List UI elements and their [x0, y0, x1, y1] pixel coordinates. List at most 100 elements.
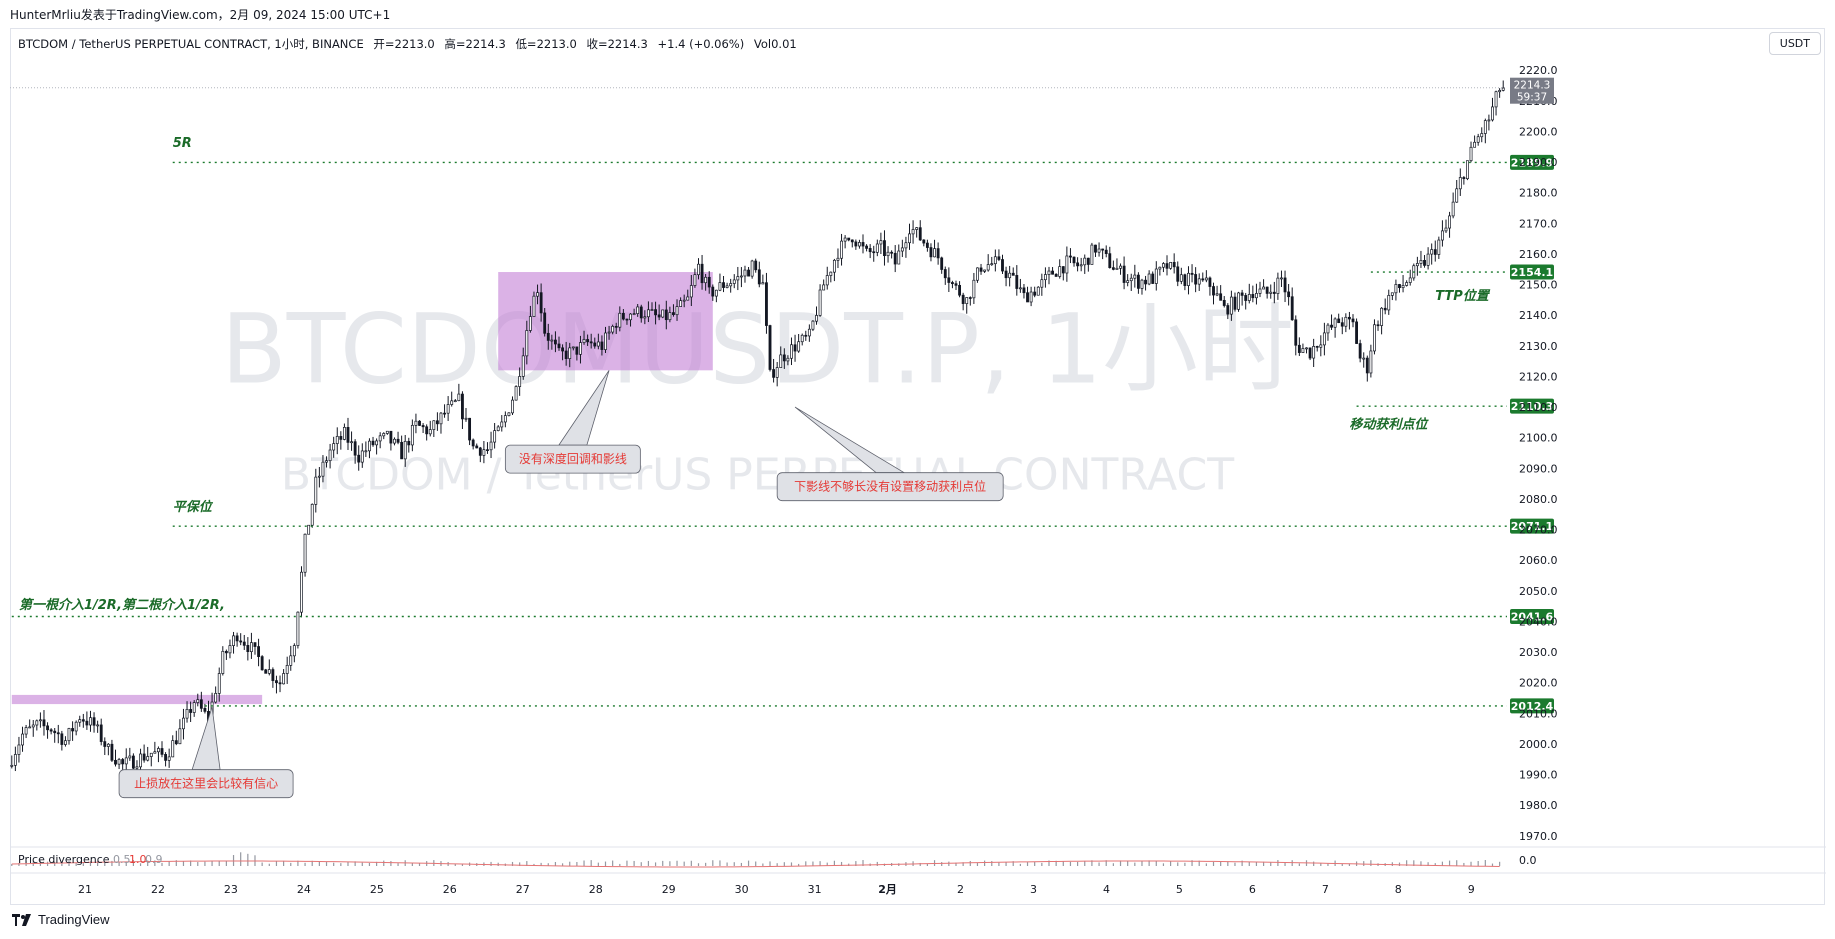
candle: [754, 258, 758, 273]
candle: [1190, 264, 1194, 283]
y-tick-label: 2220.0: [1519, 64, 1558, 77]
candle-body: [707, 276, 711, 288]
candle: [768, 324, 772, 372]
candle-body: [546, 332, 550, 341]
candle-body: [196, 699, 200, 703]
candle: [292, 643, 296, 663]
candle-body: [1494, 91, 1498, 108]
candle: [439, 412, 443, 434]
candle: [24, 724, 28, 739]
candle: [314, 468, 318, 513]
callout-text: 没有深度回调和影线: [519, 451, 627, 466]
candle-body: [997, 256, 1001, 260]
candle-body: [1487, 119, 1491, 122]
candle-body: [893, 252, 897, 265]
candle: [1054, 273, 1058, 277]
candle: [850, 239, 854, 248]
candle-body: [1219, 293, 1223, 301]
candle-body: [1126, 280, 1130, 283]
candle: [396, 431, 400, 445]
candle: [672, 304, 675, 317]
candle: [543, 308, 547, 337]
candle: [468, 417, 472, 446]
candle-body: [1426, 253, 1430, 266]
candle: [1433, 240, 1437, 262]
candle: [360, 443, 364, 468]
indicator-name: Price divergence: [18, 853, 110, 866]
candle: [249, 632, 253, 659]
candle: [1033, 286, 1037, 298]
candle-body: [203, 707, 207, 712]
candle: [1305, 347, 1308, 354]
candle: [1308, 347, 1312, 361]
candle: [568, 342, 572, 368]
candle: [1483, 118, 1487, 144]
candle-body: [475, 445, 479, 449]
candle: [1337, 313, 1341, 324]
candle: [1255, 283, 1258, 305]
candle: [182, 708, 185, 740]
candle-body: [983, 269, 987, 272]
candle: [1265, 286, 1269, 299]
candle-body: [482, 449, 486, 456]
ohlc-high: 高=2214.3: [444, 37, 506, 51]
candle-body: [157, 748, 160, 753]
y-tick-label: 2160.0: [1519, 248, 1558, 261]
candle-body: [1369, 350, 1373, 374]
candle: [85, 711, 89, 730]
tradingview-brand[interactable]: TradingView: [12, 912, 110, 927]
candle-body: [1294, 319, 1298, 346]
candle-body: [1258, 288, 1262, 294]
candle: [525, 320, 529, 365]
candle-body: [625, 318, 629, 321]
candle-body: [883, 240, 886, 257]
candle: [1294, 315, 1298, 356]
candle-body: [350, 441, 353, 444]
candle-body: [765, 282, 768, 326]
candle: [686, 289, 690, 301]
candle-body: [571, 346, 575, 349]
level-price-tag: [1510, 518, 1554, 534]
candle: [1258, 281, 1262, 298]
candle-body: [697, 263, 700, 276]
x-tick-label: 25: [370, 883, 384, 896]
candle-body: [614, 326, 618, 328]
candle-body: [786, 357, 790, 362]
candle-body: [739, 275, 743, 278]
candle: [954, 280, 958, 291]
candle: [1276, 272, 1280, 300]
ohlc-open: 开=2213.0: [373, 37, 435, 51]
candle-body: [443, 412, 446, 415]
symbol-legend[interactable]: BTCDOM / TetherUS PERPETUAL CONTRACT, 1小…: [18, 36, 803, 52]
candle-body: [854, 241, 858, 247]
candle: [475, 443, 479, 449]
candle: [1340, 317, 1344, 335]
candle: [1212, 282, 1215, 305]
level-price-label: 2041.6: [1511, 611, 1554, 624]
y-tick-label: 2000.0: [1519, 738, 1558, 751]
candle: [346, 417, 350, 450]
candle-body: [514, 386, 518, 401]
candle: [1373, 319, 1376, 355]
candle-body: [1344, 316, 1348, 327]
candle: [1169, 261, 1173, 270]
candle-body: [586, 339, 590, 343]
candle: [1072, 256, 1076, 267]
candle: [557, 336, 561, 351]
candle-body: [1033, 291, 1037, 296]
candle: [689, 275, 693, 307]
candle-body: [1229, 296, 1233, 315]
currency-unit-button[interactable]: USDT: [1768, 32, 1821, 55]
candle-body: [1004, 270, 1008, 279]
candle: [1172, 253, 1176, 274]
candle: [575, 346, 579, 361]
candle: [228, 639, 232, 659]
candle-body: [1283, 277, 1287, 293]
candle: [507, 412, 511, 417]
candle-body: [922, 239, 926, 244]
candle: [486, 442, 489, 454]
candle: [600, 335, 604, 356]
candle-body: [228, 645, 232, 654]
level-price-tag: [1510, 609, 1554, 625]
